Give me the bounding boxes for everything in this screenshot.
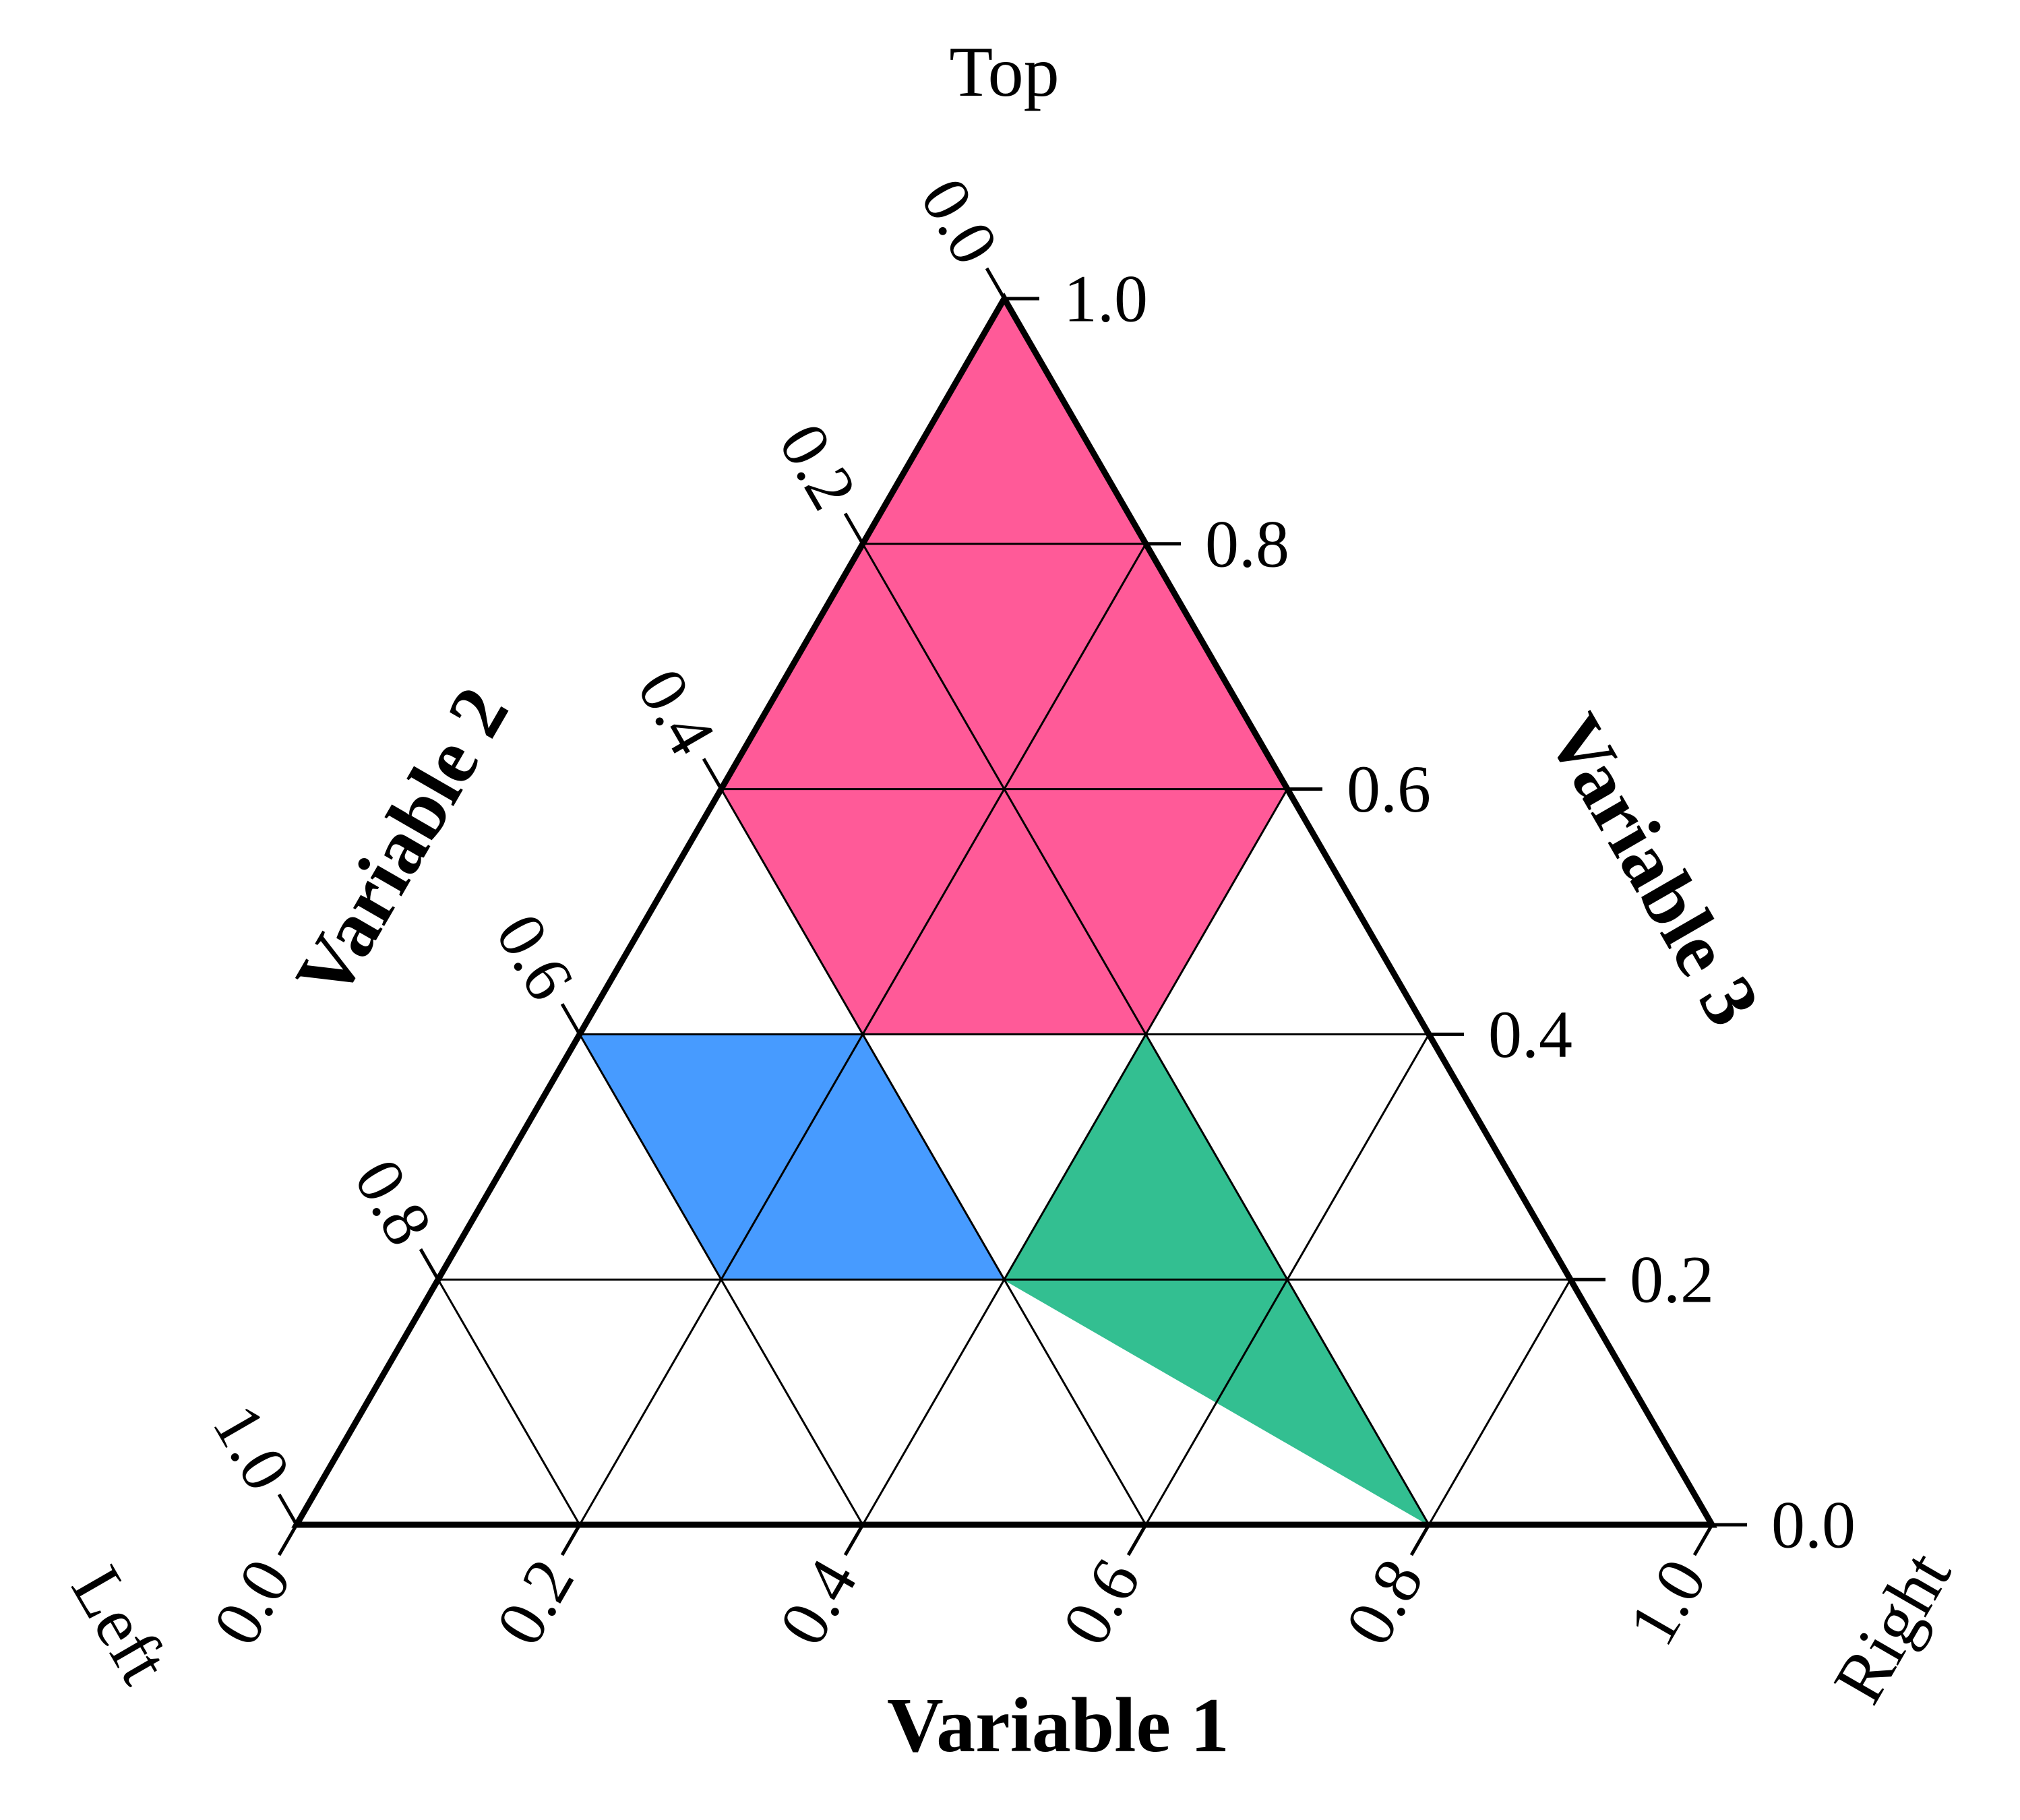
bottom-tick-label: 0.6 [1047,1547,1155,1658]
left-tick-label: 0.8 [340,1147,447,1258]
left-tick-0.0 [987,268,1004,299]
bottom-axis-title: Variable 1 [887,1682,1229,1769]
left-tick-0.4 [704,759,721,789]
right-tick-label: 0.6 [1347,752,1431,826]
bottom-tick-0.2 [562,1525,580,1555]
left-tick-0.8 [421,1249,438,1279]
right-tick-label: 0.2 [1630,1242,1714,1317]
left-tick-0.6 [562,1004,580,1034]
gridline-variable2-0.8 [438,1279,580,1525]
bottom-tick-label: 0.0 [198,1547,305,1658]
left-tick-label: 0.4 [623,657,730,767]
bottom-tick-label: 0.4 [764,1547,871,1658]
bottom-tick-0.4 [845,1525,863,1555]
bottom-tick-label: 0.8 [1330,1547,1438,1658]
left-tick-label: 0.6 [481,902,588,1012]
left-tick-1.0 [279,1494,297,1525]
left-corner-label: Left [57,1554,185,1696]
region-layer [580,299,1429,1525]
bottom-tick-0.8 [1411,1525,1429,1555]
bottom-tick-1.0 [1694,1525,1712,1555]
right-tick-label: 0.8 [1205,506,1289,581]
right-tick-label: 0.0 [1771,1488,1856,1563]
right-tick-label: 1.0 [1064,262,1148,336]
gridline-variable1-0.8 [1429,1279,1570,1525]
left-tick-label: 0.2 [764,411,871,522]
bottom-tick-label: 0.2 [481,1547,588,1658]
left-tick-label: 0.0 [906,166,1013,276]
left-axis-title: Variable 2 [280,673,526,1013]
region-pink [721,299,1287,1034]
right-corner-label: Right [1818,1539,1966,1716]
bottom-tick-0.0 [279,1525,297,1555]
left-tick-label: 1.0 [198,1392,305,1503]
top-corner-label: Top [949,32,1059,111]
bottom-tick-0.6 [1128,1525,1146,1555]
right-axis-title: Variable 3 [1530,700,1776,1040]
left-tick-0.2 [845,514,863,544]
bottom-tick-label: 1.0 [1614,1547,1721,1658]
right-tick-label: 0.4 [1488,997,1572,1072]
